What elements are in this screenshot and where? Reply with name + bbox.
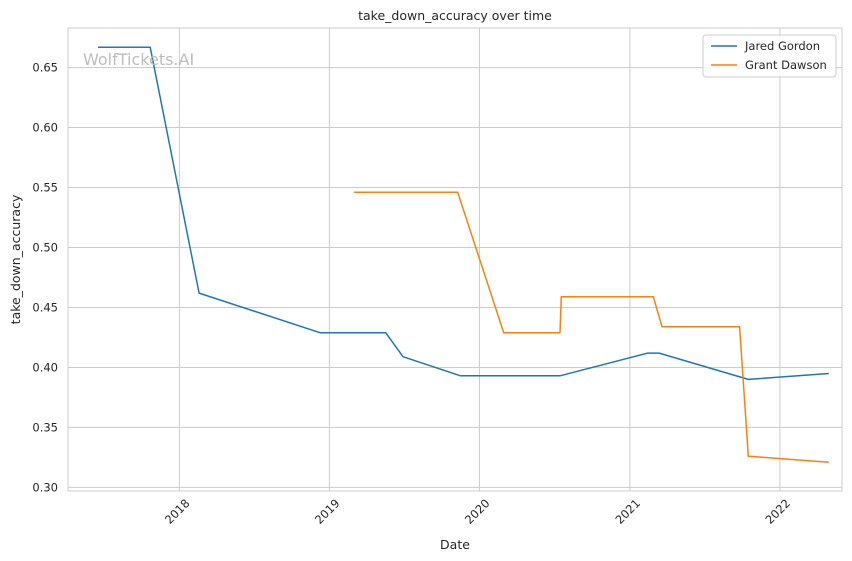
watermark: WolfTickets.AI — [83, 50, 194, 69]
x-axis-ticks: 2018 2019 2020 2021 2022 — [162, 496, 793, 527]
y-tick-label: 0.50 — [32, 241, 58, 255]
y-tick-label: 0.40 — [32, 360, 58, 374]
legend-label: Jared Gordon — [744, 39, 820, 53]
legend-label: Grant Dawson — [745, 58, 827, 72]
x-tick-label: 2020 — [462, 496, 493, 527]
y-tick-label: 0.60 — [32, 121, 58, 135]
x-axis-title: Date — [440, 537, 470, 552]
y-tick-label: 0.45 — [32, 300, 58, 314]
y-axis-ticks: 0.30 0.35 0.40 0.45 0.50 0.55 0.60 0.65 — [32, 61, 58, 495]
y-tick-label: 0.30 — [32, 480, 58, 494]
legend: Jared Gordon Grant Dawson — [702, 34, 837, 78]
series-lines — [98, 46, 829, 463]
y-tick-label: 0.65 — [32, 61, 58, 75]
series-line-grant-dawson — [354, 191, 829, 463]
x-tick-label: 2022 — [762, 496, 793, 527]
series-line-jared-gordon — [98, 46, 829, 381]
grid — [68, 28, 842, 491]
plot-area-border — [67, 27, 843, 492]
y-axis-title: take_down_accuracy — [8, 194, 23, 324]
x-tick-label: 2021 — [612, 496, 643, 527]
y-tick-label: 0.55 — [32, 181, 58, 195]
x-tick-label: 2019 — [312, 496, 343, 527]
x-tick-label: 2018 — [162, 496, 193, 527]
chart-title: take_down_accuracy over time — [358, 8, 552, 23]
y-tick-label: 0.35 — [32, 420, 58, 434]
